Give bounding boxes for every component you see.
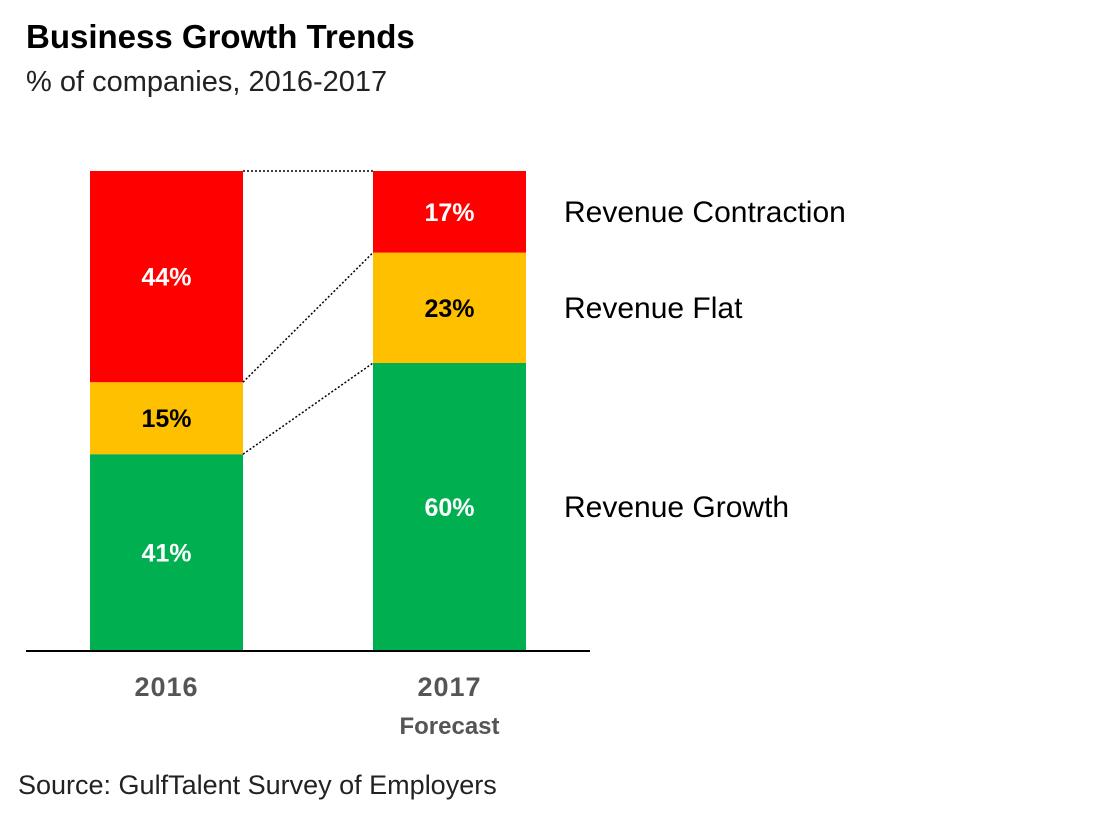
data-label: 41% (141, 540, 191, 568)
connector-line (242, 252, 374, 383)
legend-label: Revenue Flat (564, 292, 743, 325)
data-label: 23% (424, 295, 474, 323)
data-label: 17% (424, 199, 474, 227)
bar-segment-revenue-contraction-2016 (90, 171, 243, 383)
x-tick-label: 2016 (134, 672, 198, 702)
chart-title: Business Growth Trends (26, 18, 415, 55)
bar-segment-revenue-flat-2016 (90, 382, 243, 455)
bar-segment-revenue-growth-2016 (90, 454, 243, 651)
connector-line (242, 362, 374, 455)
chart-subtitle: % of companies, 2016-2017 (26, 66, 388, 98)
legend-label: Revenue Growth (564, 491, 789, 524)
data-label: 60% (424, 494, 474, 522)
bar-segment-revenue-contraction-2017 (373, 171, 526, 253)
data-label: 44% (141, 264, 191, 292)
bar-segment-revenue-flat-2017 (373, 252, 526, 363)
bar-segment-revenue-growth-2017 (373, 363, 526, 651)
source-note: Source: GulfTalent Survey of Employers (18, 770, 497, 800)
x-tick-sublabel: Forecast (399, 713, 499, 740)
legend-label: Revenue Contraction (564, 196, 846, 229)
data-label: 15% (141, 405, 191, 433)
x-tick-label: 2017 (417, 672, 481, 702)
